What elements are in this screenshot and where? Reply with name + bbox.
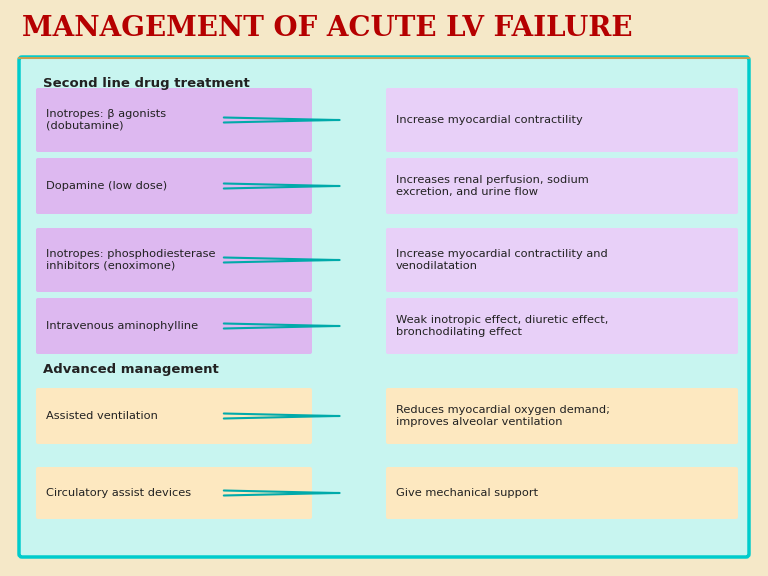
Text: Dopamine (low dose): Dopamine (low dose) <box>46 181 167 191</box>
Text: Increases renal perfusion, sodium
excretion, and urine flow: Increases renal perfusion, sodium excret… <box>396 175 589 197</box>
Text: Increase myocardial contractility and
venodilatation: Increase myocardial contractility and ve… <box>396 249 607 271</box>
FancyBboxPatch shape <box>36 88 312 152</box>
Text: Circulatory assist devices: Circulatory assist devices <box>46 488 191 498</box>
FancyBboxPatch shape <box>386 298 738 354</box>
FancyBboxPatch shape <box>386 158 738 214</box>
Text: Second line drug treatment: Second line drug treatment <box>43 78 250 90</box>
Text: Weak inotropic effect, diuretic effect,
bronchodilating effect: Weak inotropic effect, diuretic effect, … <box>396 315 608 337</box>
FancyBboxPatch shape <box>19 57 749 557</box>
Text: Assisted ventilation: Assisted ventilation <box>46 411 158 421</box>
FancyBboxPatch shape <box>386 467 738 519</box>
Text: Inotropes: phosphodiesterase
inhibitors (enoximone): Inotropes: phosphodiesterase inhibitors … <box>46 249 216 271</box>
Text: Reduces myocardial oxygen demand;
improves alveolar ventilation: Reduces myocardial oxygen demand; improv… <box>396 405 610 427</box>
FancyBboxPatch shape <box>36 298 312 354</box>
Text: Increase myocardial contractility: Increase myocardial contractility <box>396 115 583 125</box>
Text: Advanced management: Advanced management <box>43 362 219 376</box>
FancyBboxPatch shape <box>386 228 738 292</box>
FancyBboxPatch shape <box>36 388 312 444</box>
FancyBboxPatch shape <box>36 228 312 292</box>
Text: Give mechanical support: Give mechanical support <box>396 488 538 498</box>
Text: Intravenous aminophylline: Intravenous aminophylline <box>46 321 198 331</box>
Text: MANAGEMENT OF ACUTE LV FAILURE: MANAGEMENT OF ACUTE LV FAILURE <box>22 14 633 41</box>
FancyBboxPatch shape <box>386 88 738 152</box>
Text: Inotropes: β agonists
(dobutamine): Inotropes: β agonists (dobutamine) <box>46 109 166 131</box>
FancyBboxPatch shape <box>36 467 312 519</box>
FancyBboxPatch shape <box>386 388 738 444</box>
FancyBboxPatch shape <box>36 158 312 214</box>
